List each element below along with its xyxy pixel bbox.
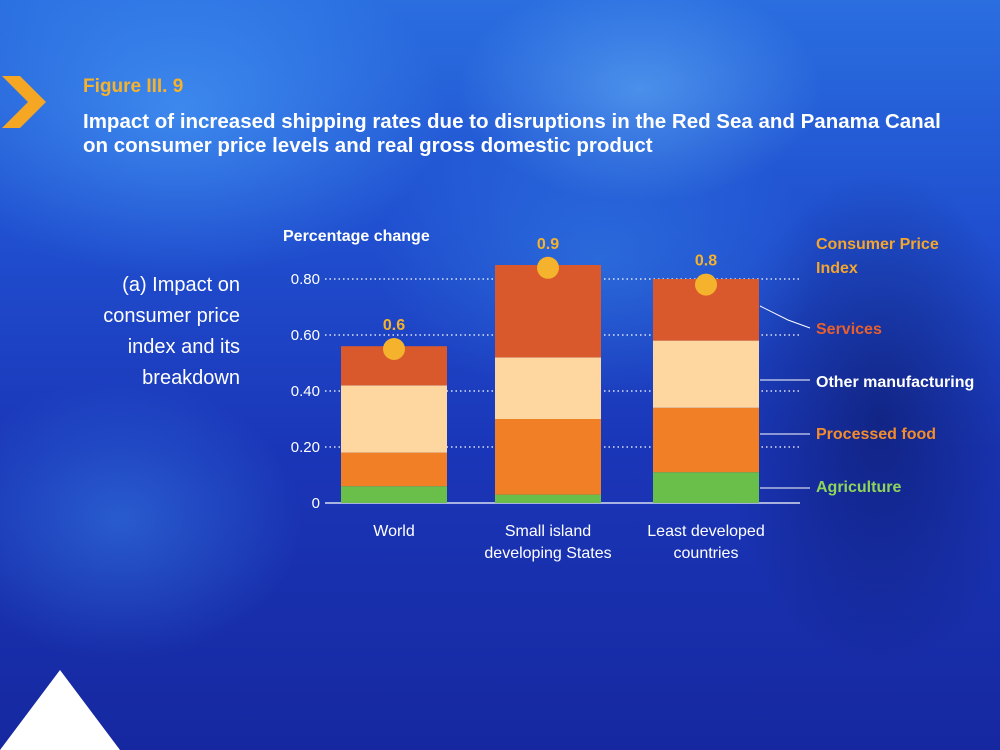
bar-segment-other-manufacturing (653, 340, 759, 408)
bar-segment-processed-food (495, 419, 601, 495)
legend-label-agriculture: Agriculture (816, 479, 901, 496)
cpi-marker (383, 338, 405, 360)
y-tick-label: 0.20 (291, 439, 320, 456)
chevron-right-icon (2, 76, 46, 128)
bar-segment-processed-food (341, 452, 447, 487)
bar-segment-agriculture (653, 472, 759, 503)
y-tick-label: 0 (312, 495, 320, 512)
cpi-value-label: 0.9 (537, 236, 559, 253)
x-tick-label: Small island (505, 523, 591, 540)
legend-leader-line (759, 305, 811, 329)
cpi-markers: 0.6 0.9 0.8 (383, 236, 717, 360)
y-tick-label: 0.60 (291, 327, 320, 344)
cpi-value-label: 0.6 (383, 317, 405, 334)
y-axis-ticks: 0 0.20 0.40 0.60 0.80 (291, 271, 320, 512)
legend: Consumer Price Index Services Other manufac… (759, 236, 974, 496)
legend-label-cpi: Index (816, 260, 858, 277)
y-axis-label: Percentage change (283, 228, 430, 245)
legend-label-other-manufacturing: Other manufacturing (816, 374, 974, 391)
bar-segment-agriculture (495, 494, 601, 503)
cpi-marker (537, 256, 559, 279)
y-tick-label: 0.80 (291, 271, 320, 288)
bar-segment-agriculture (341, 486, 447, 503)
cpi-marker (695, 273, 717, 296)
legend-label-cpi: Consumer Price (816, 236, 939, 253)
legend-label-services: Services (816, 321, 882, 338)
figure-label: Figure III. 9 (83, 76, 184, 97)
x-axis-labels: World Small island developing States Least … (373, 523, 764, 562)
bar-segment-other-manufacturing (341, 385, 447, 453)
corner-triangle-decoration (0, 670, 120, 750)
y-tick-label: 0.40 (291, 383, 320, 400)
figure-title: Impact of increased shipping rates due t… (83, 110, 941, 157)
x-tick-label: World (373, 523, 415, 540)
legend-label-processed-food: Processed food (816, 426, 936, 443)
bar-segment-processed-food (653, 407, 759, 473)
cpi-value-label: 0.8 (695, 253, 717, 270)
bar-segment-other-manufacturing (495, 357, 601, 419)
panel-title: (a) Impact on consumer price index and i… (103, 274, 240, 389)
bar-segment-services (495, 265, 601, 358)
x-tick-label: Least developed (647, 523, 764, 540)
bars (341, 265, 759, 503)
x-tick-label: developing States (484, 545, 611, 562)
x-tick-label: countries (674, 545, 739, 562)
